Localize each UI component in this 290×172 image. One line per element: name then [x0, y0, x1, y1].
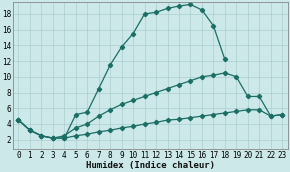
X-axis label: Humidex (Indice chaleur): Humidex (Indice chaleur)	[86, 161, 215, 170]
